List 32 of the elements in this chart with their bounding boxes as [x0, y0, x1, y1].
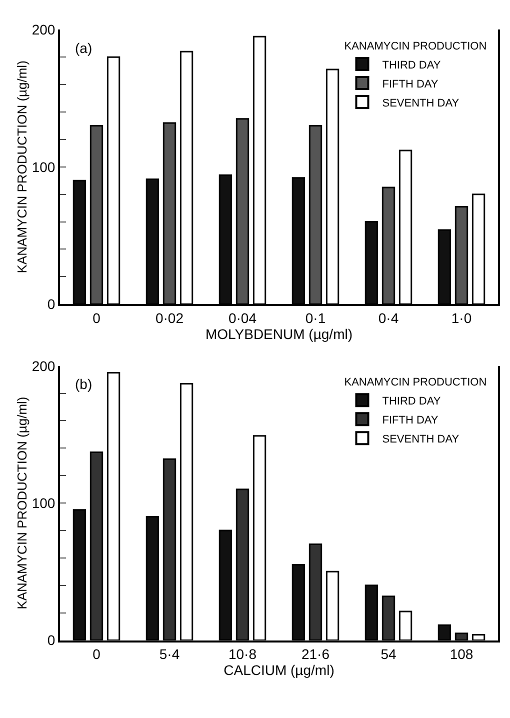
y-tick-label: 0	[47, 296, 56, 312]
x-tick-label: 0·02	[155, 310, 184, 326]
legend-label: FIFTH DAY	[382, 78, 439, 90]
x-axis-title: CALCIUM (µg/ml)	[224, 662, 334, 678]
y-tick-label: 0	[47, 632, 56, 648]
x-tick-label: 0·04	[228, 310, 257, 326]
legend-label: FIFTH DAY	[382, 414, 439, 426]
legend-label: SEVENTH DAY	[382, 97, 460, 110]
y-axis-title: KANAMYCIN PRODUCTION (µg/ml)	[14, 60, 30, 274]
x-tick-label: 0	[92, 310, 101, 326]
x-tick-label: 54	[380, 646, 396, 662]
y-axis-title: KANAMYCIN PRODUCTION (µg/ml)	[14, 396, 30, 610]
x-tick-label: 0·1	[305, 310, 326, 326]
x-tick-label: 1·0	[451, 310, 472, 326]
legend-title: KANAMYCIN PRODUCTION	[344, 40, 487, 53]
y-tick-label: 100	[32, 158, 56, 175]
x-tick-label: 0	[92, 646, 101, 662]
x-tick-label: 10·8	[228, 646, 257, 662]
y-tick-label: 200	[32, 22, 56, 38]
legend-label: SEVENTH DAY	[382, 433, 460, 446]
annotation: (a)	[75, 40, 92, 56]
x-tick-label: 0·4	[378, 310, 399, 326]
legend-title: KANAMYCIN PRODUCTION	[344, 376, 487, 389]
x-axis-title: MOLYBDENUM (µg/ml)	[205, 326, 353, 342]
legend-label: THIRD DAY	[382, 395, 442, 408]
x-tick-label: 108	[450, 646, 474, 662]
x-tick-label: 5·4	[159, 646, 180, 662]
legend-label: THIRD DAY	[382, 59, 442, 72]
y-tick-label: 100	[32, 494, 56, 511]
annotation: (b)	[75, 376, 92, 392]
y-tick-label: 200	[32, 358, 56, 374]
x-tick-label: 21·6	[301, 646, 330, 662]
